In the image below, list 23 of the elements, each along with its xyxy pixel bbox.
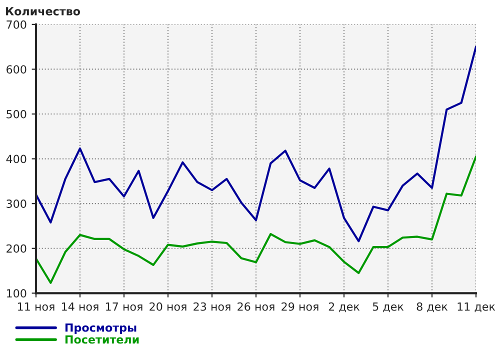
x-tick-label: 5 дек (372, 302, 404, 312)
y-tick-label: 300 (6, 200, 26, 208)
y-tick-label: 200 (6, 244, 26, 253)
x-tick-label: 26 ноя (238, 302, 274, 311)
x-tick-label: 11 ноя (18, 302, 54, 311)
x-tick-label: 2 дек (328, 302, 360, 312)
legend-label: Посетители (65, 335, 139, 344)
y-tick-label: 100 (6, 289, 26, 298)
line-series (36, 156, 476, 284)
y-axis-title: Количество (6, 7, 80, 16)
x-tick-label: 23 ноя (194, 302, 230, 311)
x-tick-label: 11 дек (458, 302, 496, 312)
line-series (36, 46, 476, 242)
x-tick-label: 14 ноя (62, 302, 98, 311)
x-tick-label: 29 ноя (282, 302, 318, 311)
y-tick-label: 500 (6, 110, 26, 118)
legend-label: Просмотры (65, 324, 136, 334)
x-tick-label: 20 ноя (150, 302, 186, 311)
y-tick-label: 400 (6, 154, 26, 164)
x-tick-label: 8 дек (416, 302, 448, 312)
x-tick-label: 17 ноя (106, 302, 142, 311)
y-tick-label: 700 (6, 20, 26, 29)
y-tick-label: 600 (6, 65, 26, 74)
